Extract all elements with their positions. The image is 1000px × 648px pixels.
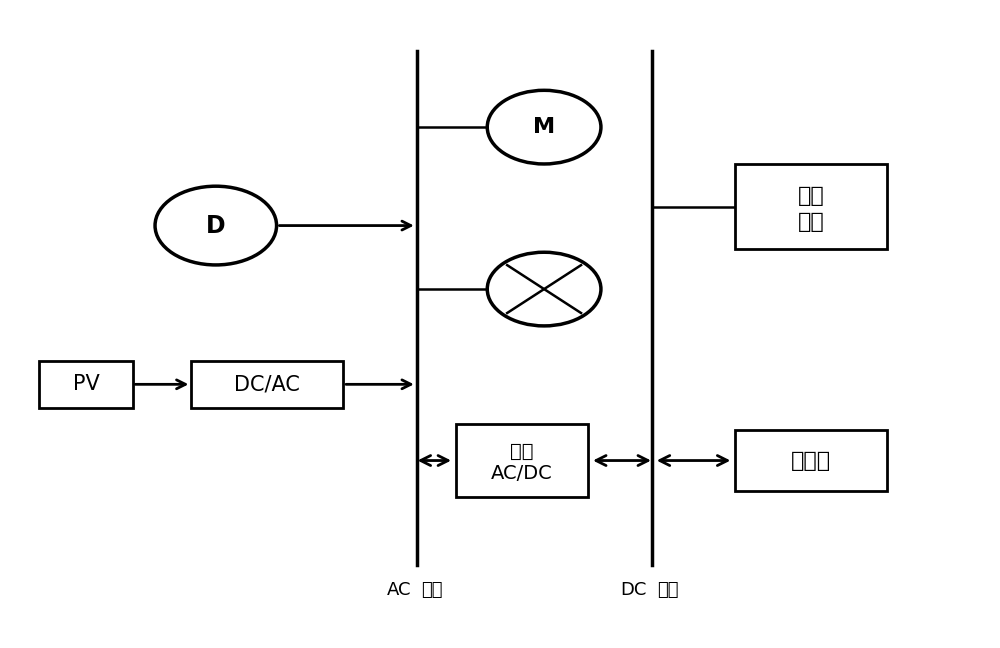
Text: 直流: 直流: [798, 186, 825, 206]
Text: AC: AC: [387, 581, 412, 599]
Bar: [456, 424, 588, 497]
Text: M: M: [533, 117, 555, 137]
Bar: [191, 360, 343, 408]
Text: 负荷: 负荷: [798, 212, 825, 232]
Bar: [39, 360, 132, 408]
Text: 总线: 总线: [657, 581, 678, 599]
Bar: [735, 430, 887, 491]
Text: 双向: 双向: [510, 441, 534, 461]
Text: D: D: [206, 214, 226, 238]
Text: 蓄电池: 蓄电池: [791, 450, 831, 470]
Circle shape: [487, 252, 601, 326]
Text: DC/AC: DC/AC: [234, 375, 300, 395]
Circle shape: [155, 186, 277, 265]
Circle shape: [487, 90, 601, 164]
Bar: [735, 164, 887, 249]
Text: AC/DC: AC/DC: [491, 464, 553, 483]
Text: PV: PV: [73, 375, 99, 395]
Text: 总线: 总线: [422, 581, 443, 599]
Text: DC: DC: [621, 581, 647, 599]
